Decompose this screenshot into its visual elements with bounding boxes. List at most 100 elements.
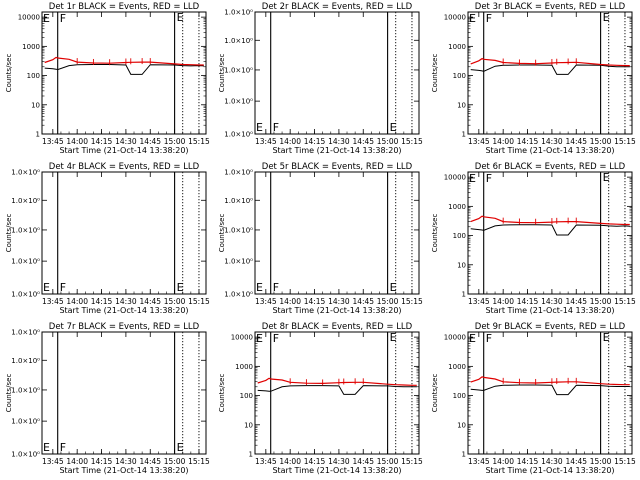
x-tick-label: 14:15 [91,457,113,466]
y-tick-label: 10000 [231,334,253,342]
x-tick-label: 15:00 [164,137,186,146]
x-tick-label: 14:45 [352,297,374,306]
y-tick-label: 10 [31,101,40,109]
x-tick-label: 15:15 [614,137,636,146]
x-tick-label: 13:45 [42,297,64,306]
y-tick-label: 10000 [18,14,40,22]
x-tick-label: 14:45 [139,137,161,146]
plot-frame [467,171,633,295]
x-tick-label: 14:30 [328,297,350,306]
x-axis-label: Start Time (21-Oct-14 13:38:20) [272,466,401,475]
marker-label: F [60,12,66,25]
y-axis-label: Counts/sec [5,214,13,253]
plot-frame [41,331,207,455]
y-tick-label: 1 [36,131,40,139]
x-axis-label: Start Time (21-Oct-14 13:38:20) [485,466,614,475]
x-tick-label: 14:00 [492,457,514,466]
y-tick-label: 1.0×10⁰ [11,386,40,394]
y-tick-label: 10 [457,421,466,429]
y-tick-label: 10 [244,421,253,429]
marker-label: E [177,11,184,24]
y-axis-label: Counts/sec [431,214,439,253]
plot-frame [467,11,633,135]
series-lld-line [257,377,417,386]
x-tick-label: 15:00 [377,297,399,306]
x-tick-label: 13:45 [468,457,490,466]
x-tick-label: 14:00 [492,297,514,306]
x-tick-label: 14:30 [115,137,137,146]
series-events-line [470,384,630,396]
y-tick-label: 1.0×10⁰ [224,66,253,74]
y-axis-label: Counts/sec [218,214,226,253]
plot-frame [254,11,420,135]
y-axis-label: Counts/sec [218,54,226,93]
y-tick-label: 1 [462,291,466,299]
x-tick-label: 14:15 [304,457,326,466]
detector-panel-6: Det 6r BLACK = Events, RED = LLD 1 10 100 10… [431,162,636,315]
x-tick-label: 14:30 [328,457,350,466]
series-lld-line [470,215,630,226]
y-tick-label: 1.0×10⁰ [224,291,253,299]
marker-label: E [603,331,610,344]
series-events-line [44,64,204,75]
y-tick-label: 1000 [448,43,466,51]
y-tick-label: 1.0×10⁰ [11,226,40,234]
marker-label: F [273,281,279,294]
x-tick-label: 14:45 [565,297,587,306]
y-tick-label: 1 [462,131,466,139]
y-tick-label: 1.0×10⁰ [11,169,40,177]
marker-label: E [177,281,184,294]
x-tick-label: 14:45 [139,457,161,466]
marker-label: E [256,332,263,345]
marker-label: E [469,12,476,25]
x-axis-label: Start Time (21-Oct-14 13:38:20) [485,146,614,155]
x-tick-label: 14:00 [279,457,301,466]
y-axis-label: Counts/sec [218,374,226,413]
y-tick-label: 1.0×10⁰ [224,9,253,17]
y-tick-label: 1.0×10⁰ [11,258,40,266]
x-tick-label: 15:15 [188,137,210,146]
x-tick-label: 14:30 [541,457,563,466]
detector-panel-8: Det 8r BLACK = Events, RED = LLD 1 10 100 10… [218,322,423,475]
y-tick-label: 1000 [22,43,40,51]
marker-label: E [390,121,397,134]
marker-label: E [256,121,263,134]
panel-title: Det 2r BLACK = Events, RED = LLD [262,2,413,12]
y-tick-label: 1.0×10⁰ [224,197,253,205]
x-tick-label: 13:45 [468,297,490,306]
detector-panel-3: Det 3r BLACK = Events, RED = LLD 1 10 100 10… [431,2,636,155]
y-tick-label: 1.0×10⁰ [11,357,40,365]
marker-label: F [273,332,279,345]
y-tick-label: 1.0×10⁰ [11,197,40,205]
x-tick-label: 15:00 [590,297,612,306]
y-tick-label: 1.0×10⁰ [11,291,40,299]
x-tick-label: 15:00 [164,457,186,466]
marker-label: E [469,172,476,185]
marker-label: F [486,12,492,25]
x-axis-label: Start Time (21-Oct-14 13:38:20) [59,146,188,155]
series-lld-line [44,56,204,66]
x-tick-label: 15:15 [614,457,636,466]
x-tick-label: 15:00 [377,137,399,146]
y-tick-label: 100 [240,392,253,400]
detector-panel-1: Det 1r BLACK = Events, RED = LLD 1 10 100 10… [5,2,210,155]
y-tick-label: 1.0×10⁰ [224,169,253,177]
series-lld-line [470,57,630,67]
panel-title: Det 9r BLACK = Events, RED = LLD [475,322,626,332]
marker-label: E [43,441,50,454]
x-tick-label: 15:00 [377,457,399,466]
x-tick-label: 14:00 [492,137,514,146]
x-tick-label: 14:00 [66,137,88,146]
x-tick-label: 15:15 [614,297,636,306]
marker-label: E [469,332,476,345]
x-tick-label: 15:00 [590,457,612,466]
detector-panel-4: Det 4r BLACK = Events, RED = LLD1.0×10⁰1… [5,162,210,315]
x-tick-label: 14:15 [304,297,326,306]
panel-title: Det 5r BLACK = Events, RED = LLD [262,162,413,172]
x-axis-label: Start Time (21-Oct-14 13:38:20) [272,146,401,155]
y-tick-label: 10000 [444,174,466,182]
x-tick-label: 14:15 [517,297,539,306]
x-tick-label: 13:45 [255,457,277,466]
marker-label: E [177,441,184,454]
panel-title: Det 7r BLACK = Events, RED = LLD [49,322,200,332]
